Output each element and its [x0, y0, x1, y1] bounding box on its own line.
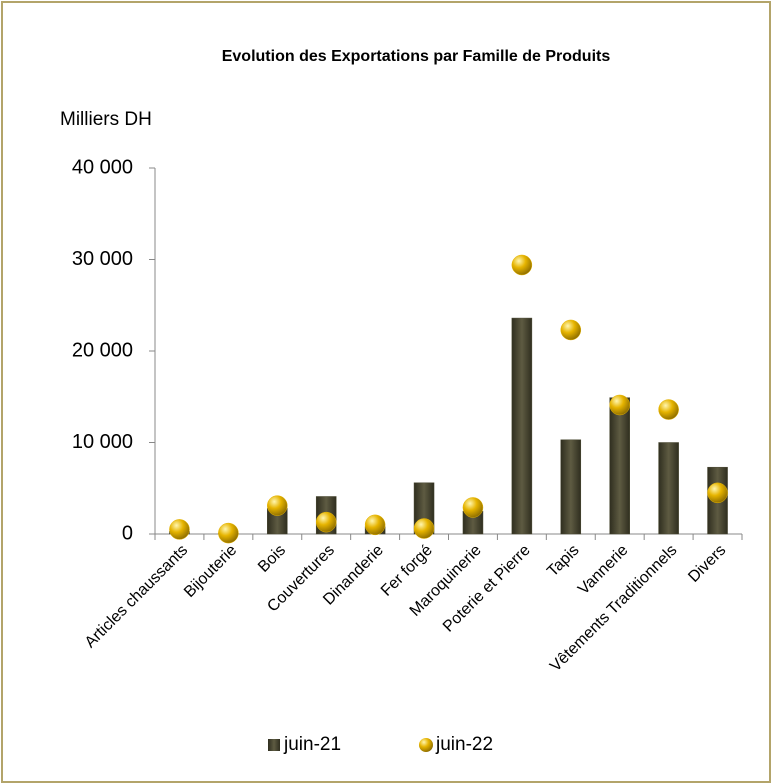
- marker: [658, 399, 679, 420]
- y-tick-label: 20 000: [72, 339, 133, 361]
- marker: [218, 522, 239, 544]
- marker: [511, 254, 533, 276]
- bar: [609, 397, 630, 535]
- marker: [413, 518, 435, 539]
- marker: [462, 497, 484, 518]
- marker: [560, 319, 582, 341]
- legend-swatch: [268, 739, 280, 751]
- legend-swatch: [419, 738, 433, 752]
- y-tick-label: 10 000: [72, 431, 133, 453]
- y-axis-label: Milliers DH: [60, 109, 152, 130]
- marker: [609, 394, 630, 416]
- legend-label: juin-22: [435, 734, 493, 755]
- marker: [169, 519, 190, 540]
- y-tick-label: 30 000: [72, 248, 133, 270]
- y-tick-label: 40 000: [72, 156, 133, 178]
- marker: [267, 495, 288, 516]
- marker: [707, 482, 728, 504]
- marker: [315, 511, 337, 533]
- chart-title: Evolution des Exportations par Famille d…: [222, 48, 611, 65]
- legend-label: juin-21: [283, 734, 341, 755]
- marker: [364, 514, 386, 536]
- bar: [560, 439, 582, 535]
- bar: [511, 317, 533, 535]
- y-tick-label: 0: [122, 522, 133, 544]
- bar: [658, 442, 679, 535]
